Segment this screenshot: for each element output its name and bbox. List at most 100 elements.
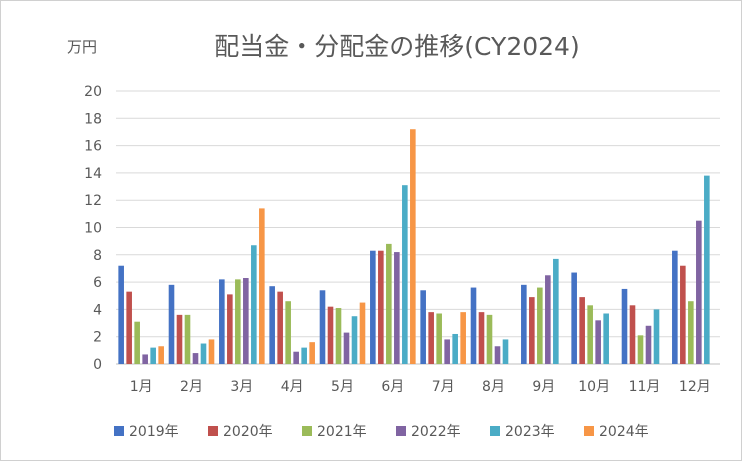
y-tick-label: 10: [84, 221, 102, 237]
bar: [118, 265, 124, 364]
chart-title: 配当金・分配金の推移(CY2024): [214, 32, 579, 61]
x-tick-label: 2月: [180, 379, 203, 395]
bar: [319, 290, 326, 364]
bar: [126, 291, 132, 364]
bar: [176, 314, 183, 364]
bar: [343, 332, 350, 364]
x-tick-label: 5月: [331, 379, 354, 395]
legend-swatch: [114, 426, 124, 436]
y-tick-label: 8: [93, 248, 102, 264]
bar: [378, 250, 384, 364]
y-tick-label: 16: [84, 139, 102, 155]
bar: [150, 347, 156, 364]
bar: [168, 284, 175, 364]
bar: [158, 346, 164, 364]
legend: 2019年 2020年 2021年 2022年 2023年 2024年: [114, 424, 649, 440]
x-tick-label: 1月: [130, 379, 153, 395]
bar: [351, 316, 358, 364]
bar: [386, 243, 392, 364]
bar: [436, 313, 442, 364]
x-tick-label: 11月: [629, 379, 661, 395]
bar: [595, 320, 601, 364]
x-tick-label: 3月: [230, 379, 253, 395]
legend-label: 2024年: [599, 424, 649, 440]
y-tick-label: 4: [93, 302, 102, 318]
bar: [285, 301, 291, 364]
legend-item: 2021年: [302, 424, 367, 440]
bar: [219, 279, 225, 364]
bar: [420, 290, 426, 364]
bar: [277, 291, 283, 364]
bar: [645, 325, 652, 364]
legend-item: 2024年: [584, 424, 649, 440]
bar: [696, 220, 702, 364]
bar: [227, 294, 233, 364]
bar: [184, 314, 191, 364]
bar: [653, 309, 660, 364]
bar: [335, 308, 342, 364]
bar: [192, 353, 199, 364]
bar: [410, 129, 416, 364]
bar: [269, 286, 275, 364]
bar: [704, 175, 710, 364]
x-tick-label: 6月: [381, 379, 404, 395]
bar: [394, 252, 400, 364]
bar: [603, 313, 609, 364]
bar: [208, 339, 215, 364]
bar: [327, 306, 334, 364]
y-tick-label: 6: [93, 275, 102, 291]
bar: [579, 297, 585, 364]
bar: [251, 245, 257, 364]
y-axis-unit-label: 万円: [67, 38, 97, 56]
bar: [621, 288, 628, 364]
x-tick-label: 4月: [281, 379, 304, 395]
legend-swatch: [302, 426, 312, 436]
y-tick-label: 20: [84, 84, 102, 100]
legend-label: 2021年: [317, 424, 367, 440]
bar: [134, 321, 140, 364]
bar: [553, 258, 559, 364]
x-axis-ticks: 1月 2月 3月 4月 5月 6月 7月 8月 9月 10月 11月 12月: [130, 379, 711, 395]
bar: [494, 346, 501, 364]
bar: [200, 343, 207, 364]
x-tick-label: 12月: [679, 379, 711, 395]
bar: [235, 279, 241, 364]
bar: [521, 284, 527, 364]
legend-label: 2020年: [223, 424, 273, 440]
gridlines: [116, 90, 720, 365]
legend-swatch: [208, 426, 218, 436]
bar: [680, 265, 686, 364]
y-axis-ticks: 0 2 4 6 8 10 12 14 16 18 20: [84, 84, 102, 373]
bar: [370, 250, 376, 364]
bar: [452, 333, 458, 364]
legend-item: 2019年: [114, 424, 179, 440]
y-tick-label: 2: [93, 330, 102, 346]
bar: [529, 297, 535, 364]
x-tick-label: 10月: [578, 379, 610, 395]
bar: [688, 301, 694, 364]
legend-label: 2023年: [505, 424, 555, 440]
bar: [537, 287, 543, 364]
legend-swatch: [490, 426, 500, 436]
y-tick-label: 0: [93, 357, 102, 373]
legend-item: 2022年: [396, 424, 461, 440]
legend-item: 2020年: [208, 424, 273, 440]
bar: [428, 312, 434, 364]
bar: [545, 275, 551, 364]
bar: [672, 250, 678, 364]
bar: [587, 305, 593, 364]
x-tick-label: 9月: [532, 379, 555, 395]
bar: [460, 312, 466, 364]
bar: [486, 314, 493, 364]
x-tick-label: 8月: [482, 379, 505, 395]
bar: [629, 305, 636, 364]
bar: [502, 339, 509, 364]
bar: [478, 312, 485, 364]
legend-swatch: [396, 426, 406, 436]
legend-swatch: [584, 426, 594, 436]
bar: [293, 351, 299, 364]
bar: [402, 185, 408, 364]
bars: [118, 129, 710, 364]
bar: [359, 302, 366, 364]
